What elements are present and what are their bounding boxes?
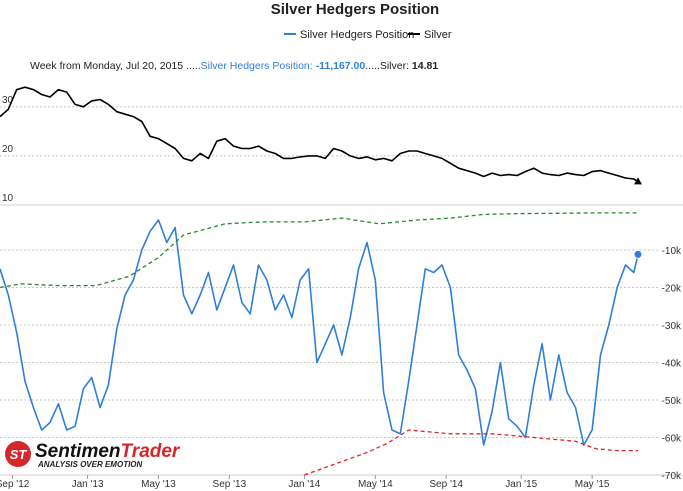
- logo-mark-text: ST: [10, 447, 28, 462]
- silver-tick-label: 30: [2, 95, 14, 106]
- x-tick-label: May '13: [141, 479, 176, 490]
- x-tick-label: Jan '13: [72, 479, 104, 490]
- tooltip-week: Week from Monday, Jul 20, 2015 .....: [30, 60, 201, 72]
- hedgers-tick-label: -10k: [662, 246, 682, 257]
- logo-wordmark: SentimenTrader: [35, 441, 181, 462]
- hedgers-tick-label: -30k: [662, 321, 682, 332]
- tooltip-hedgers-label: Silver Hedgers Position:: [201, 60, 316, 72]
- x-tick-label: May '14: [358, 479, 393, 490]
- grid: [0, 106, 683, 476]
- logo-part2: Trader: [121, 441, 181, 462]
- x-tick-label: Sep '12: [0, 479, 30, 490]
- x-tick-label: Sep '13: [213, 479, 247, 490]
- tooltip-silver-label: Silver:: [380, 60, 412, 72]
- logo-tagline: ANALYSIS OVER EMOTION: [37, 460, 143, 469]
- hedgers-last-point-marker[interactable]: [633, 249, 643, 259]
- x-tick-label: Jan '15: [505, 479, 537, 490]
- hedgers-tick-label: -20k: [662, 284, 682, 295]
- silver-series-line[interactable]: [0, 86, 639, 183]
- x-tick-label: Sep '14: [429, 479, 463, 490]
- sentimentrader-logo: ST SentimenTrader ANALYSIS OVER EMOTION: [5, 441, 181, 469]
- silver-tick-label: 20: [2, 144, 14, 155]
- logo-mark-icon: [5, 441, 31, 467]
- hedgers-tick-label: -40k: [662, 359, 682, 370]
- legend-hedgers-label[interactable]: Silver Hedgers Position: [300, 29, 414, 41]
- axes: 10 20 30 -10k -20k -30k -40k -50k -60k -70k Sep '1…: [0, 95, 682, 490]
- plot-area[interactable]: [0, 86, 643, 476]
- tooltip-hedgers-value: -11,167.00: [316, 60, 366, 72]
- hedgers-tick-label: -60k: [662, 434, 682, 445]
- hedgers-band-line[interactable]: [304, 429, 638, 476]
- hedgers-tick-label: -70k: [662, 471, 682, 482]
- tooltip-silver-value: 14.81: [412, 60, 438, 72]
- hedgers-series-line[interactable]: [0, 219, 639, 446]
- silver-last-point-marker[interactable]: [634, 177, 642, 185]
- hedgers-band-line[interactable]: [0, 212, 638, 289]
- hedgers-tick-label: -50k: [662, 396, 682, 407]
- x-tick-label: May '15: [575, 479, 610, 490]
- tooltip-readout: Week from Monday, Jul 20, 2015 .....Silv…: [30, 60, 438, 72]
- silver-tick-label: 10: [2, 193, 14, 204]
- legend[interactable]: Silver Hedgers Position Silver: [284, 29, 452, 41]
- x-tick-label: Jan '14: [288, 479, 320, 490]
- tooltip-separator: .....: [365, 60, 380, 72]
- logo-part1: Sentimen: [35, 441, 121, 462]
- legend-silver-label[interactable]: Silver: [424, 29, 452, 41]
- chart-title: Silver Hedgers Position: [271, 1, 439, 18]
